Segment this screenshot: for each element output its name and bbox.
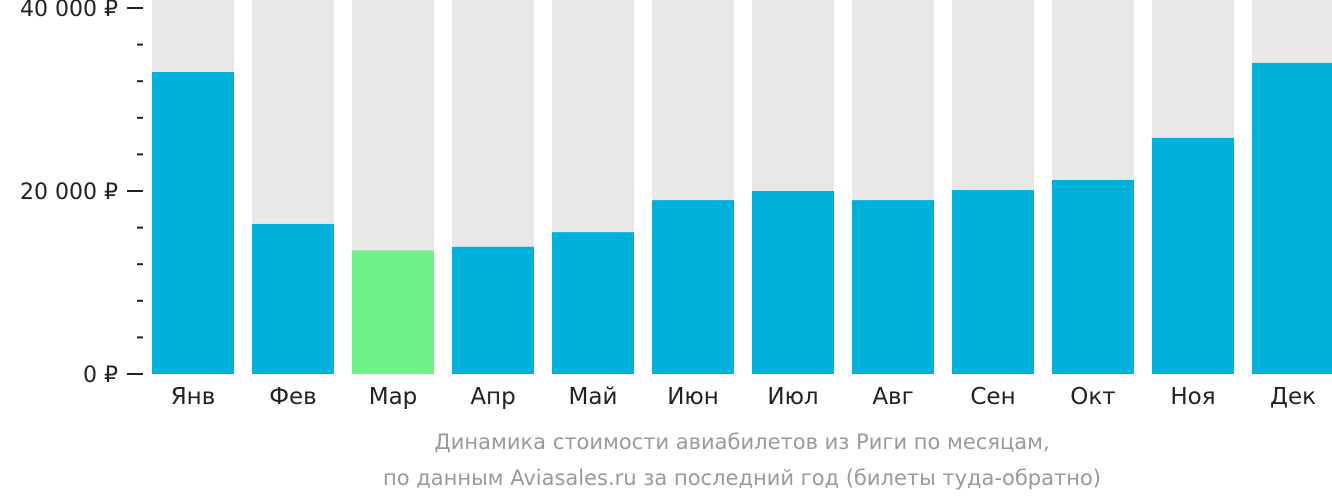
x-tick-label: Июн — [667, 384, 719, 410]
x-tick-label: Апр — [470, 384, 515, 410]
bar — [752, 191, 834, 374]
x-tick-label: Мар — [369, 384, 418, 410]
x-tick-label: Май — [569, 384, 618, 410]
bar — [1052, 180, 1134, 374]
bar — [852, 200, 934, 374]
bar — [152, 72, 234, 375]
price-chart: 0 ₽ 20 000 ₽ 40 000 ₽ Янв Фев Мар Апр Май Июн Июл… — [20, 0, 1332, 410]
bar — [652, 200, 734, 374]
x-tick-label: Ноя — [1170, 384, 1215, 410]
y-tick-label: 0 ₽ — [83, 363, 118, 388]
bar — [1152, 137, 1234, 374]
bar — [552, 232, 634, 374]
chart-caption-line-1: Динамика стоимости авиабилетов из Риги п… — [434, 430, 1050, 454]
x-tick-label: Фев — [269, 384, 317, 410]
bar — [452, 246, 534, 374]
x-tick-label: Сен — [970, 384, 1015, 410]
bar — [952, 190, 1034, 374]
y-tick-label: 20 000 ₽ — [20, 180, 118, 205]
bar — [252, 223, 334, 374]
x-tick-label: Окт — [1070, 384, 1115, 410]
chart-caption-line-2: по данным Aviasales.ru за последний год … — [383, 466, 1101, 490]
x-tick-label: Авг — [872, 384, 913, 410]
bar — [352, 250, 434, 374]
x-tick-label: Янв — [171, 384, 216, 410]
x-tick-label: Дек — [1270, 384, 1316, 410]
y-tick-label: 40 000 ₽ — [20, 0, 118, 22]
bar — [1252, 62, 1332, 375]
x-tick-label: Июл — [767, 384, 818, 410]
